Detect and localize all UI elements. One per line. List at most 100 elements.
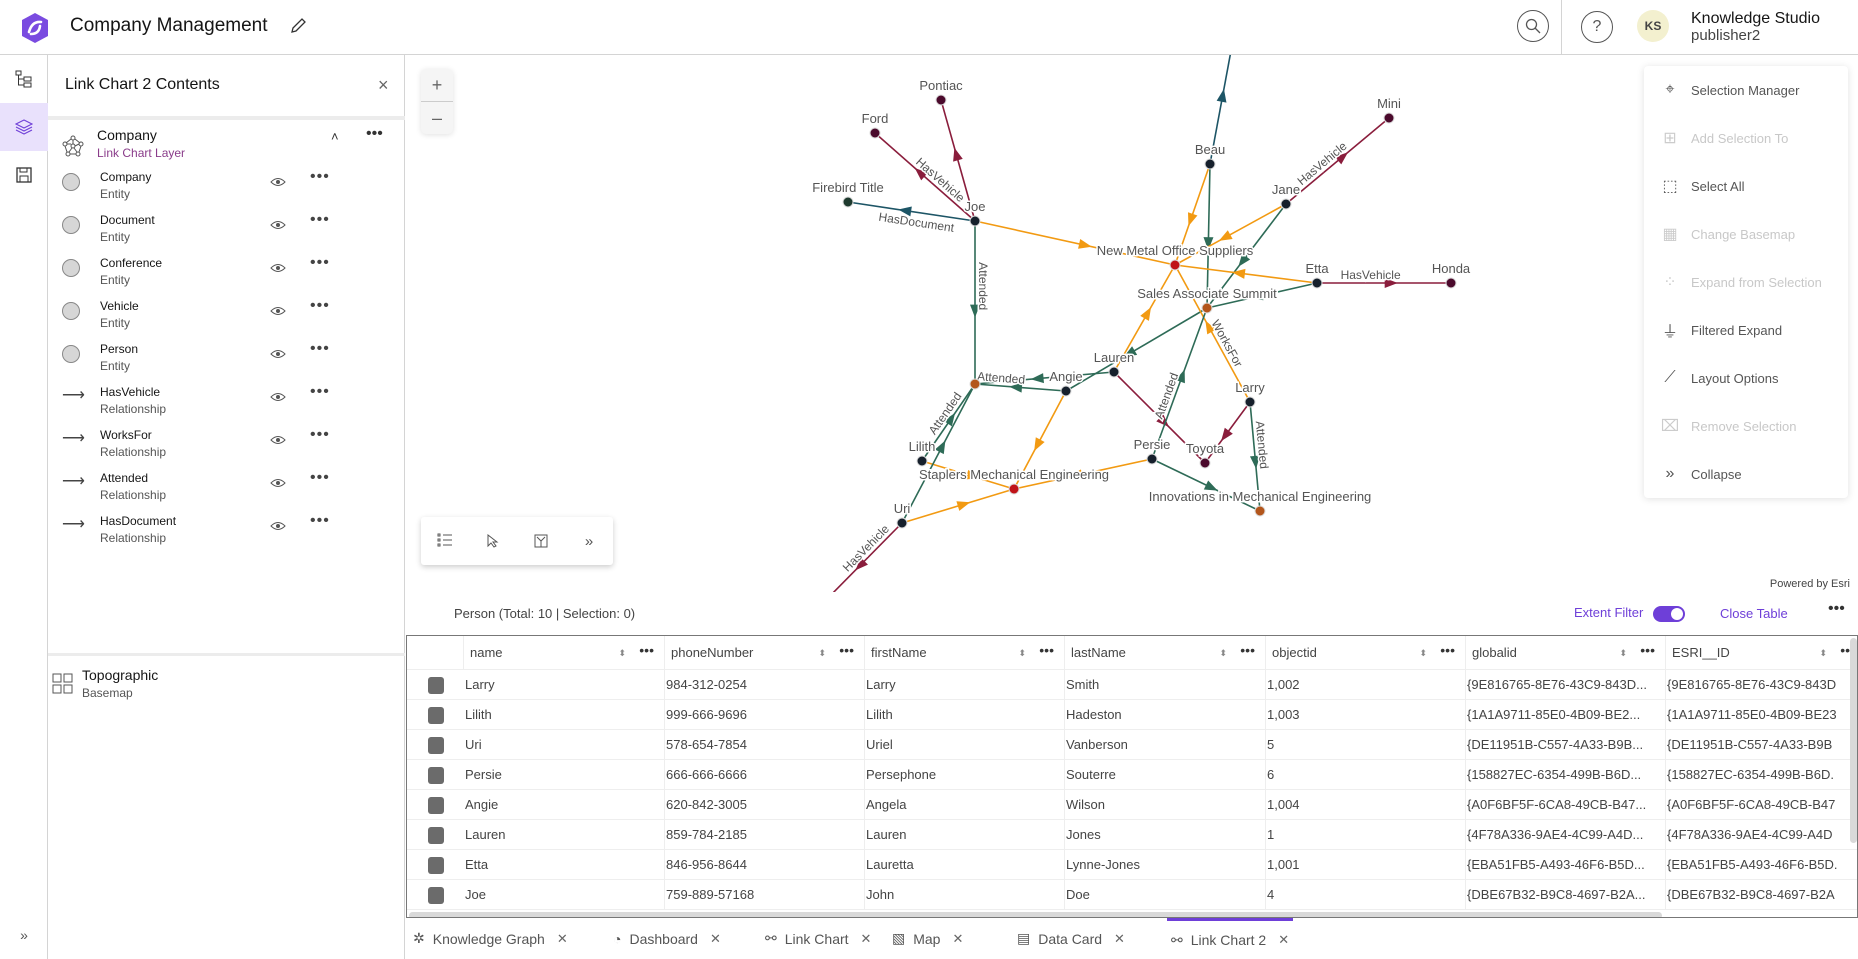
layer-item-worksfor[interactable]: ⟶ WorksFor Relationship ••• [48, 426, 405, 476]
visibility-eye-icon[interactable] [270, 520, 286, 532]
close-tab-icon[interactable]: ✕ [1114, 930, 1125, 946]
link-chart-graph[interactable]: HasVehicle HasDocument Attended HasVehicle H… [405, 55, 1858, 592]
user-avatar[interactable]: KS [1637, 10, 1669, 42]
close-tab-icon[interactable]: ✕ [556, 930, 568, 946]
sort-icon[interactable]: ⬍ [818, 648, 826, 658]
table-row[interactable]: Uri 578-654-7854 Uriel Vanberson 5 {DE11951B-… [407, 730, 1857, 760]
node-marker[interactable] [1280, 198, 1292, 210]
column-menu-button[interactable]: ••• [1640, 642, 1655, 658]
edge-hasvehicle[interactable] [874, 132, 976, 222]
node-marker[interactable] [969, 215, 981, 227]
legend-button[interactable] [421, 517, 469, 565]
edge-hasvehicle[interactable] [1285, 117, 1390, 205]
edge-attended[interactable] [1206, 203, 1287, 309]
node-marker[interactable] [1383, 112, 1395, 124]
menu-item-layout-options[interactable]: ⟋ Layout Options [1644, 354, 1848, 402]
expand-rail-button[interactable]: » [0, 911, 48, 959]
edge-worksfor[interactable] [1013, 458, 1153, 490]
close-panel-icon[interactable]: × [378, 75, 389, 95]
column-header-objectid[interactable]: objectid ⬍ ••• [1266, 636, 1466, 670]
node-firebird[interactable]: Firebird Title [811, 179, 885, 208]
search-button[interactable] [1517, 10, 1549, 42]
node-lauren[interactable]: Lauren [1092, 349, 1136, 378]
layer-item-hasvehicle[interactable]: ⟶ HasVehicle Relationship ••• [48, 383, 405, 433]
edge-hasvehicle[interactable] [940, 99, 976, 222]
tab-data-card[interactable]: ▤ Data Card ✕ [1017, 918, 1125, 959]
horizontal-scrollbar[interactable] [409, 912, 1662, 917]
visibility-eye-icon[interactable] [270, 305, 286, 317]
node-persie[interactable]: Persie [1132, 436, 1172, 465]
column-header-name[interactable]: name ⬍ ••• [464, 636, 665, 670]
tab-map[interactable]: ▧ Map ✕ [892, 918, 963, 959]
node-marker[interactable] [842, 196, 854, 208]
node-joe[interactable]: Joe [963, 198, 987, 227]
layer-item-attended[interactable]: ⟶ Attended Relationship ••• [48, 469, 405, 519]
column-header-phoneNumber[interactable]: phoneNumber ⬍ ••• [665, 636, 865, 670]
table-row[interactable]: Etta 846-956-8644 Lauretta Lynne-Jones 1,001… [407, 850, 1857, 880]
node-sas[interactable]: Sales Associate Summit [1136, 285, 1279, 314]
edge-attended[interactable] [1151, 307, 1208, 460]
edge-attended[interactable] [901, 383, 976, 524]
zoom-in-button[interactable]: + [431, 74, 443, 95]
edge-attended[interactable] [1206, 163, 1211, 309]
layer-more-button[interactable]: ••• [310, 168, 330, 185]
column-header-globalid[interactable]: globalid ⬍ ••• [1466, 636, 1666, 670]
node-lilith[interactable]: Lilith [907, 438, 937, 467]
node-marker[interactable] [1169, 259, 1181, 271]
layer-more-button[interactable]: ••• [310, 469, 330, 486]
expand-toolbar-button[interactable]: » [565, 517, 613, 565]
tab-link-chart-2[interactable]: ⚯ Link Chart 2 ✕ [1167, 918, 1294, 959]
menu-item-selection-manager[interactable]: ⌖ Selection Manager [1644, 66, 1848, 114]
select-tool-button[interactable] [469, 517, 517, 565]
rail-tree-button[interactable] [0, 55, 48, 103]
column-header-lastName[interactable]: lastName ⬍ ••• [1065, 636, 1266, 670]
column-menu-button[interactable]: ••• [639, 642, 654, 658]
layer-more-button[interactable]: ••• [310, 383, 330, 400]
row-select-checkbox[interactable] [428, 767, 444, 784]
tab-dashboard[interactable]: ◔ Dashboard ✕ [613, 918, 721, 959]
edge-hasdocument[interactable] [1209, 55, 1233, 165]
node-mini[interactable]: Mini [1376, 95, 1403, 124]
edge-worksfor[interactable] [974, 220, 1176, 266]
edge-hasdocument[interactable] [847, 201, 976, 222]
node-marker[interactable] [1311, 277, 1323, 289]
menu-item-select-all[interactable]: ⬚ Select All [1644, 162, 1848, 210]
menu-item-remove-selection[interactable]: ⌧ Remove Selection [1644, 402, 1848, 450]
node-marker[interactable] [1445, 277, 1457, 289]
node-staplers[interactable]: Staplers Mechanical Engineering [917, 466, 1111, 495]
row-select-checkbox[interactable] [428, 707, 444, 724]
table-row[interactable]: Lauren 859-784-2185 Lauren Jones 1 {4F78A336-… [407, 820, 1857, 850]
layer-group-company[interactable]: Company Link Chart Layer ˄ ••• [48, 125, 405, 167]
node-pontiac[interactable]: Pontiac [918, 77, 965, 106]
node-larry[interactable]: Larry [1234, 379, 1267, 408]
column-menu-button[interactable]: ••• [839, 642, 854, 658]
help-button[interactable]: ? [1581, 11, 1613, 43]
layer-item-company[interactable]: Company Entity ••• [48, 168, 405, 218]
node-marker[interactable] [869, 127, 881, 139]
layer-more-button[interactable]: ••• [310, 340, 330, 357]
sort-icon[interactable]: ⬍ [1219, 648, 1227, 658]
link-chart-canvas[interactable]: HasVehicle HasDocument Attended HasVehicle H… [405, 55, 1858, 592]
edge-worksfor[interactable] [1174, 203, 1287, 266]
rail-save-button[interactable] [0, 151, 48, 199]
sort-icon[interactable]: ⬍ [1419, 648, 1427, 658]
edge-worksfor[interactable] [1174, 264, 1318, 284]
layer-more-button[interactable]: ••• [310, 426, 330, 443]
edge-hasvehicle[interactable] [1113, 371, 1206, 464]
visibility-eye-icon[interactable] [270, 477, 286, 489]
menu-item-expand-from-selection[interactable]: ⁘ Expand from Selection [1644, 258, 1848, 306]
node-nmos[interactable]: New Metal Office Suppliers [1095, 242, 1255, 271]
table-row[interactable]: Angie 620-842-3005 Angela Wilson 1,004 {A0F6B… [407, 790, 1857, 820]
node-marker[interactable] [916, 455, 928, 467]
node-marker[interactable] [1254, 505, 1266, 517]
node-marker[interactable] [1201, 302, 1213, 314]
node-conf1[interactable] [969, 378, 981, 390]
visibility-eye-icon[interactable] [270, 348, 286, 360]
visibility-eye-icon[interactable] [270, 176, 286, 188]
row-select-checkbox[interactable] [428, 887, 444, 904]
menu-item-filtered-expand[interactable]: ⏚ Filtered Expand [1644, 306, 1848, 354]
layer-item-conference[interactable]: Conference Entity ••• [48, 254, 405, 304]
column-header-firstName[interactable]: firstName ⬍ ••• [865, 636, 1065, 670]
close-table-link[interactable]: Close Table [1720, 606, 1788, 621]
node-ford[interactable]: Ford [860, 110, 890, 139]
